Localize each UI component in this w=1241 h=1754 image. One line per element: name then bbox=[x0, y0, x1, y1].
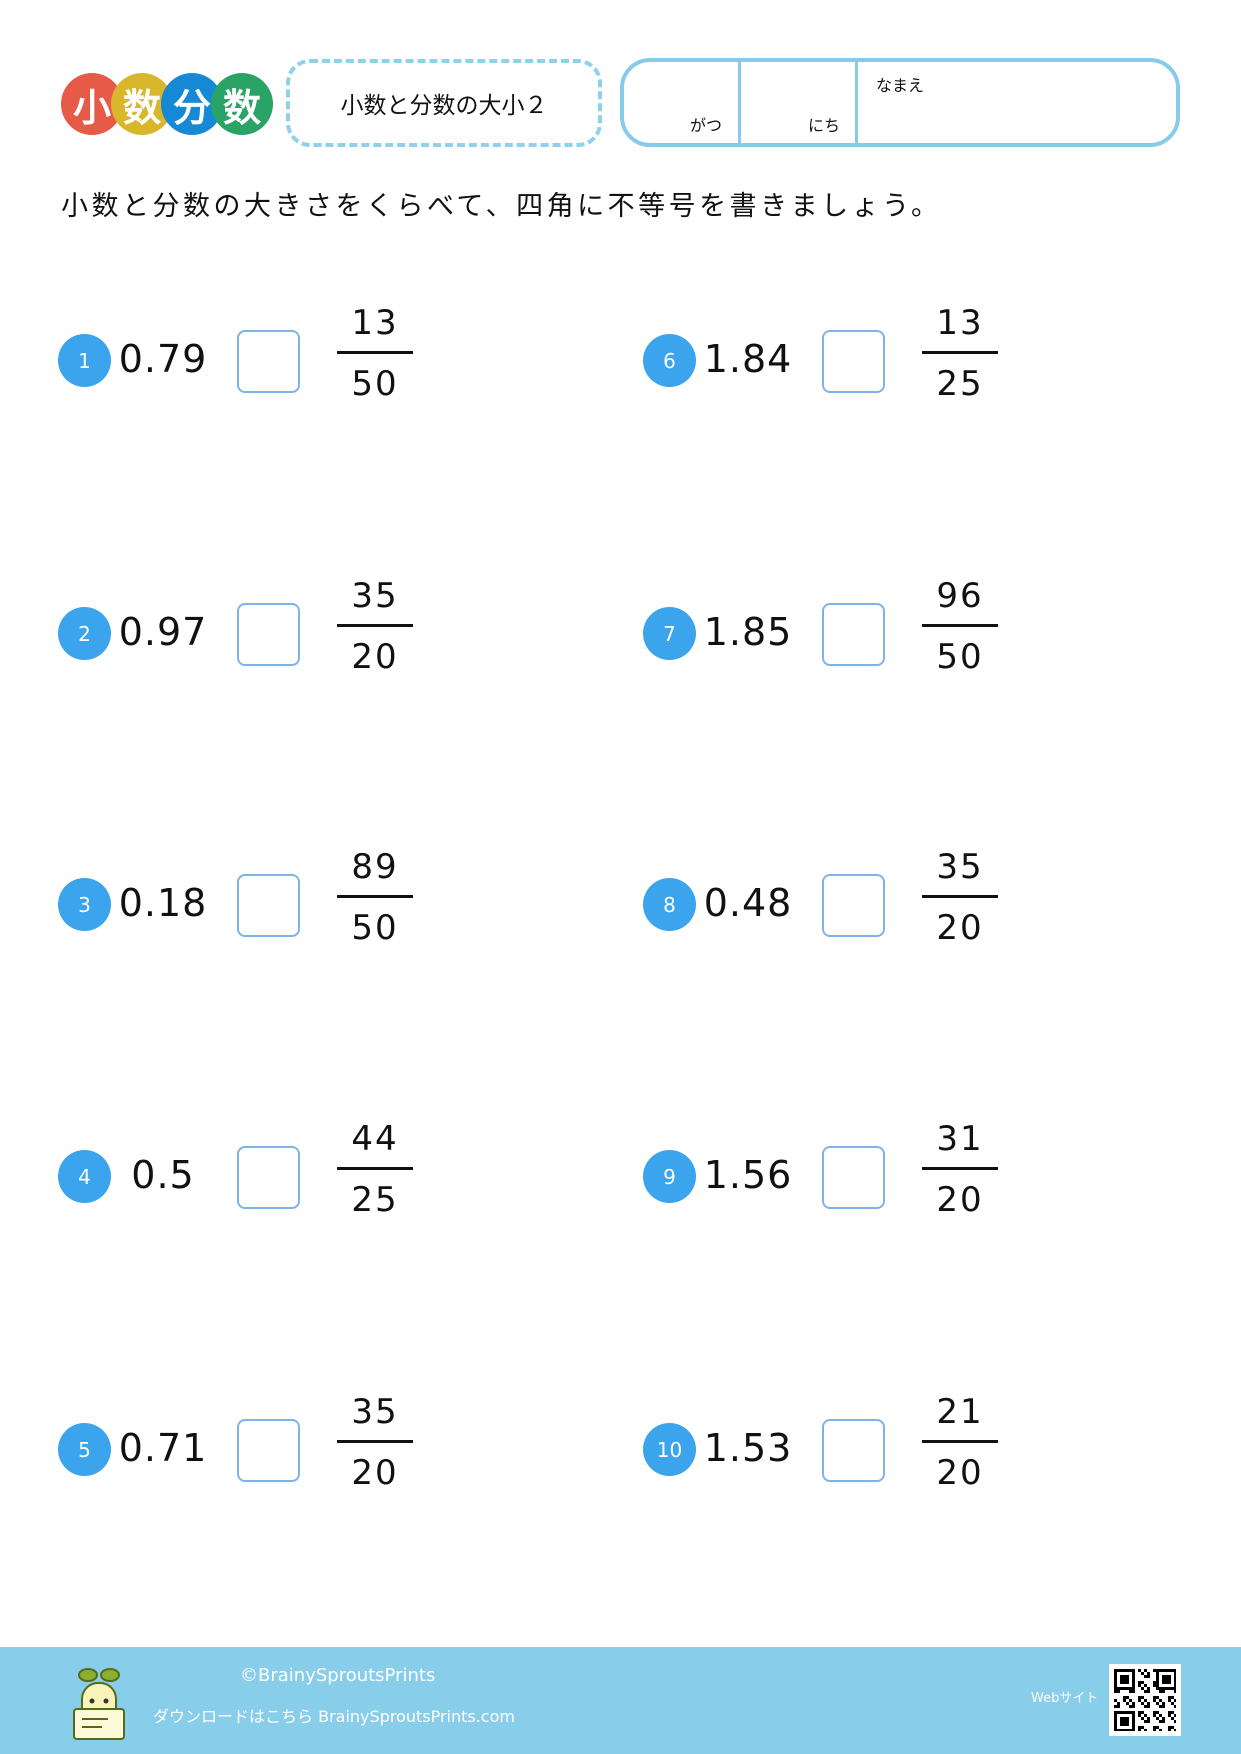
problem-number: 7 bbox=[643, 607, 696, 660]
problem-number: 3 bbox=[58, 878, 111, 931]
decimal-value: 0.48 bbox=[703, 881, 793, 925]
denominator: 20 bbox=[351, 637, 399, 677]
decimal-value: 0.79 bbox=[118, 337, 208, 381]
fraction: 96 50 bbox=[922, 576, 998, 677]
month-label: がつ bbox=[690, 116, 723, 135]
numerator: 35 bbox=[936, 847, 984, 887]
fraction-bar bbox=[337, 895, 413, 898]
divider bbox=[738, 62, 741, 143]
problem-number: 9 bbox=[643, 1150, 696, 1203]
decimal-value: 0.97 bbox=[118, 610, 208, 654]
decimal-value: 1.56 bbox=[703, 1153, 793, 1197]
fraction: 35 20 bbox=[337, 1392, 413, 1493]
sprout-mascot-icon bbox=[73, 1668, 125, 1740]
numerator: 35 bbox=[351, 576, 399, 616]
denominator: 20 bbox=[351, 1453, 399, 1493]
numerator: 31 bbox=[936, 1119, 984, 1159]
worksheet-title: 小数と分数の大小２ bbox=[286, 59, 602, 147]
decimal-value: 1.85 bbox=[703, 610, 793, 654]
fraction-bar bbox=[337, 1167, 413, 1170]
decimal-value: 1.53 bbox=[703, 1426, 793, 1470]
denominator: 20 bbox=[936, 1453, 984, 1493]
fraction-bar bbox=[337, 1440, 413, 1443]
problem-number: 5 bbox=[58, 1423, 111, 1476]
problem-number: 4 bbox=[58, 1150, 111, 1203]
denominator: 25 bbox=[936, 364, 984, 404]
fraction: 35 20 bbox=[922, 847, 998, 948]
problem-number: 2 bbox=[58, 607, 111, 660]
denominator: 20 bbox=[936, 1180, 984, 1220]
numerator: 21 bbox=[936, 1392, 984, 1432]
fraction-bar bbox=[922, 624, 998, 627]
qr-code-icon[interactable] bbox=[1109, 1664, 1181, 1736]
fraction: 35 20 bbox=[337, 576, 413, 677]
answer-box[interactable] bbox=[237, 330, 300, 393]
denominator: 50 bbox=[351, 364, 399, 404]
fraction: 44 25 bbox=[337, 1119, 413, 1220]
problem-number: 1 bbox=[58, 334, 111, 387]
numerator: 89 bbox=[351, 847, 399, 887]
answer-box[interactable] bbox=[237, 603, 300, 666]
problem-number: 6 bbox=[643, 334, 696, 387]
decimal-value: 0.18 bbox=[118, 881, 208, 925]
date-name-box: がつ にち なまえ bbox=[620, 58, 1180, 147]
answer-box[interactable] bbox=[237, 874, 300, 937]
instruction: 小数と分数の大きさをくらべて、四角に不等号を書きましょう。 bbox=[61, 191, 942, 222]
copyright: ©BrainySproutsPrints bbox=[240, 1665, 436, 1686]
website-label: Webサイト bbox=[1031, 1691, 1099, 1706]
footer: ©BrainySproutsPrints ダウンロードはこちら BrainySp… bbox=[0, 1647, 1241, 1754]
fraction: 31 20 bbox=[922, 1119, 998, 1220]
fraction-bar bbox=[922, 1440, 998, 1443]
fraction-bar bbox=[337, 351, 413, 354]
numerator: 96 bbox=[936, 576, 984, 616]
logo: 小数分数 bbox=[61, 73, 273, 135]
logo-circle: 数 bbox=[211, 73, 273, 135]
problem-number: 10 bbox=[643, 1423, 696, 1476]
divider bbox=[855, 62, 858, 143]
answer-box[interactable] bbox=[822, 874, 885, 937]
name-label: なまえ bbox=[876, 76, 925, 95]
numerator: 13 bbox=[351, 303, 399, 343]
denominator: 50 bbox=[351, 908, 399, 948]
answer-box[interactable] bbox=[237, 1419, 300, 1482]
answer-box[interactable] bbox=[822, 1146, 885, 1209]
answer-box[interactable] bbox=[237, 1146, 300, 1209]
decimal-value: 0.71 bbox=[118, 1426, 208, 1470]
download-link[interactable]: ダウンロードはこちら BrainySproutsPrints.com bbox=[153, 1707, 515, 1726]
day-label: にち bbox=[808, 116, 841, 135]
title-text: 小数と分数の大小２ bbox=[340, 93, 548, 119]
denominator: 25 bbox=[351, 1180, 399, 1220]
denominator: 50 bbox=[936, 637, 984, 677]
fraction-bar bbox=[922, 1167, 998, 1170]
answer-box[interactable] bbox=[822, 330, 885, 393]
logo-circle: 分 bbox=[161, 73, 223, 135]
numerator: 44 bbox=[351, 1119, 399, 1159]
denominator: 20 bbox=[936, 908, 984, 948]
numerator: 13 bbox=[936, 303, 984, 343]
problem-number: 8 bbox=[643, 878, 696, 931]
fraction: 13 25 bbox=[922, 303, 998, 404]
answer-box[interactable] bbox=[822, 603, 885, 666]
fraction: 89 50 bbox=[337, 847, 413, 948]
fraction-bar bbox=[922, 351, 998, 354]
fraction-bar bbox=[337, 624, 413, 627]
fraction: 21 20 bbox=[922, 1392, 998, 1493]
numerator: 35 bbox=[351, 1392, 399, 1432]
decimal-value: 1.84 bbox=[703, 337, 793, 381]
decimal-value: 0.5 bbox=[131, 1153, 195, 1197]
answer-box[interactable] bbox=[822, 1419, 885, 1482]
fraction-bar bbox=[922, 895, 998, 898]
fraction: 13 50 bbox=[337, 303, 413, 404]
